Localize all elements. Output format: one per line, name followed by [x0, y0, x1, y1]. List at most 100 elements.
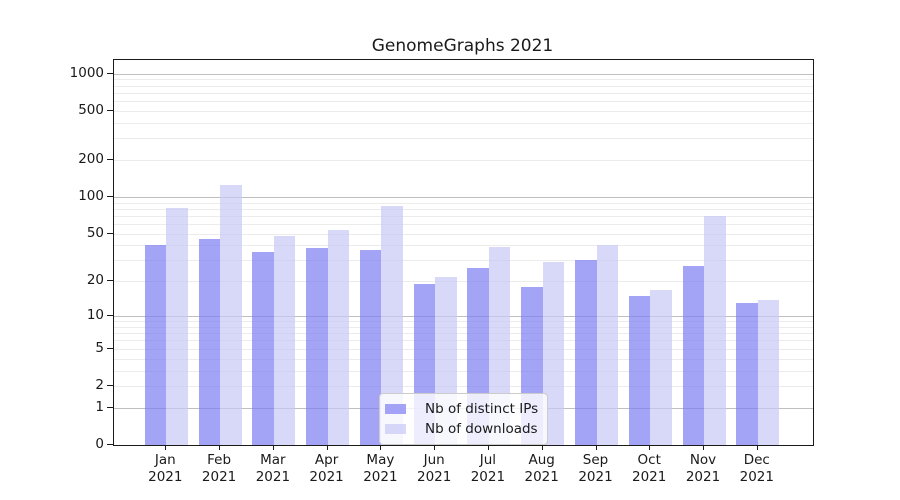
x-tick-label: Jun 2021: [417, 452, 452, 485]
x-tick: [219, 445, 221, 450]
bar-downloads-aug: [542, 262, 565, 445]
bar-ips-oct: [628, 296, 651, 445]
bar-downloads-nov: [704, 215, 726, 445]
x-tick: [434, 445, 436, 450]
y-tick: [107, 385, 113, 386]
gridline-minor: [114, 386, 813, 387]
x-tick-label: Jan 2021: [148, 452, 183, 485]
gridline-minor: [114, 348, 813, 350]
gridline-minor: [114, 281, 813, 283]
bar-ips-may: [359, 249, 382, 445]
y-tick: [107, 280, 113, 282]
legend-swatch-downloads: [385, 424, 406, 434]
x-tick-label: Nov 2021: [685, 452, 721, 485]
gridline-minor: [114, 110, 813, 112]
gridline-minor: [114, 160, 813, 161]
x-tick: [756, 445, 758, 450]
bar-downloads-may: [381, 205, 403, 445]
y-tick: [107, 347, 113, 349]
legend-label-distinct-ips: Nb of distinct IPs: [425, 401, 539, 417]
x-tick-label: Aug 2021: [524, 452, 559, 485]
y-tick: [107, 406, 113, 408]
legend-label-downloads: Nb of downloads: [425, 421, 538, 437]
gridline-minor: [114, 358, 813, 360]
y-tick-label: 20: [86, 272, 104, 289]
bar-downloads-apr: [327, 229, 350, 445]
gridline-minor: [114, 260, 813, 262]
y-tick-label: 1000: [69, 64, 104, 81]
gridline-major: [114, 316, 813, 318]
y-tick-label: 2: [95, 377, 104, 393]
gridline-minor: [114, 208, 813, 210]
x-tick-label: Dec 2021: [739, 452, 774, 485]
x-tick: [272, 445, 274, 450]
bar-downloads-dec: [757, 299, 780, 445]
gridline-minor: [114, 326, 813, 328]
gridline-major: [114, 197, 813, 198]
gridline-minor: [114, 321, 813, 323]
x-tick: [326, 445, 328, 450]
legend-item-downloads: Nb of downloads: [385, 419, 538, 439]
gridline-major: [114, 73, 813, 75]
x-tick: [541, 445, 543, 450]
x-tick: [165, 445, 167, 450]
gridline-minor: [114, 340, 813, 342]
bar-ips-apr: [306, 248, 328, 445]
gridline-minor: [114, 138, 813, 140]
gridline-minor: [114, 233, 813, 235]
y-tick-label: 50: [86, 224, 104, 241]
legend-item-distinct-ips: Nb of distinct IPs: [385, 399, 538, 419]
gridline-minor: [114, 215, 813, 217]
x-tick-label: Feb 2021: [201, 452, 237, 485]
x-tick-label: Sep 2021: [578, 452, 613, 485]
y-tick-label: 200: [78, 151, 104, 167]
y-tick: [107, 232, 113, 234]
bar-ips-nov: [682, 265, 704, 445]
y-tick-label: 100: [78, 188, 104, 204]
x-tick: [649, 445, 651, 450]
gridline-minor: [114, 224, 813, 226]
gridline-minor: [114, 79, 813, 81]
bar-downloads-sep: [596, 245, 618, 445]
y-tick: [107, 109, 113, 111]
gridline-minor: [114, 85, 813, 87]
bar-ips-mar: [252, 252, 274, 445]
x-tick-label: May 2021: [363, 452, 398, 485]
x-tick: [487, 445, 489, 450]
x-tick-label: Jul 2021: [470, 452, 506, 485]
bar-downloads-mar: [273, 235, 296, 445]
bar-ips-dec: [736, 303, 758, 445]
y-tick-label: 10: [86, 307, 104, 324]
bar-downloads-oct: [650, 289, 672, 445]
bar-ips-feb: [198, 239, 221, 445]
y-tick: [107, 315, 113, 317]
x-tick: [595, 445, 597, 450]
y-tick: [107, 196, 113, 197]
x-tick-label: Oct 2021: [632, 452, 667, 485]
y-tick: [107, 444, 113, 445]
y-tick-label: 500: [78, 101, 104, 118]
x-tick: [380, 445, 382, 450]
y-tick-label: 5: [95, 339, 104, 356]
chart-title: GenomeGraphs 2021: [371, 36, 554, 56]
y-tick-label: 1: [95, 398, 104, 415]
y-tick: [107, 159, 113, 160]
gridline-minor: [114, 202, 813, 204]
bar-downloads-feb: [220, 185, 242, 445]
y-tick: [107, 72, 113, 74]
gridline-minor: [114, 101, 813, 103]
gridline-minor: [114, 245, 813, 247]
legend: Nb of distinct IPs Nb of downloads: [379, 393, 549, 445]
gridline-minor: [114, 333, 813, 335]
bar-ips-jan: [144, 245, 167, 445]
gridline-minor: [114, 122, 813, 124]
legend-swatch-distinct-ips: [385, 404, 406, 414]
y-tick-label: 0: [95, 436, 104, 452]
gridline-minor: [114, 92, 813, 94]
bar-ips-sep: [575, 260, 597, 445]
x-tick: [703, 445, 704, 450]
bar-downloads-jan: [166, 207, 188, 445]
gridline-minor: [114, 370, 813, 372]
plot-area: Nb of distinct IPs Nb of downloads: [113, 59, 814, 446]
